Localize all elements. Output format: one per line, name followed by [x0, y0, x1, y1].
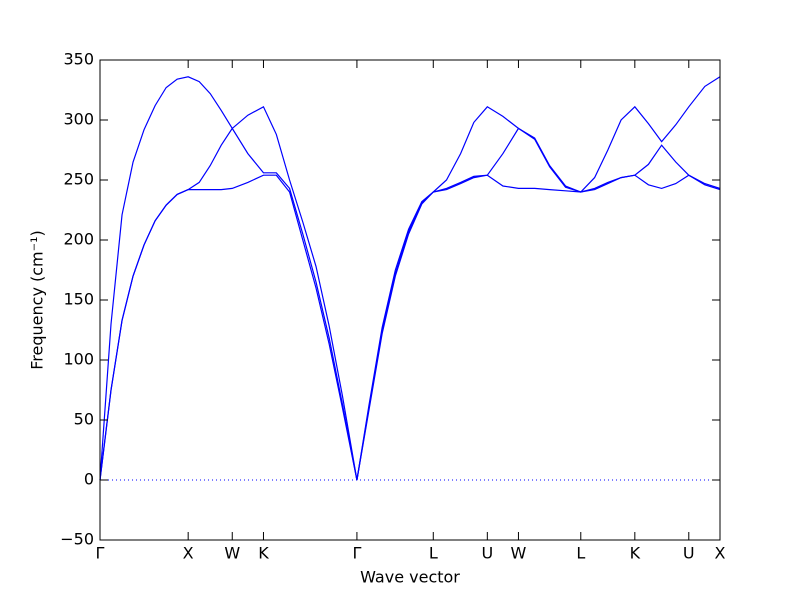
y-axis-label: Frequency (cm⁻¹): [28, 230, 47, 369]
band-line: [99, 76, 721, 481]
x-tick-label: U: [683, 544, 695, 563]
x-tick-label: Γ: [96, 544, 105, 563]
y-tick-label: −50: [60, 530, 94, 549]
y-tick-label: 250: [63, 170, 94, 189]
y-tick-label: 100: [63, 350, 94, 369]
y-tick-label: 300: [63, 110, 94, 129]
x-tick-label: Γ: [352, 544, 361, 563]
x-tick-label: L: [429, 544, 438, 563]
x-tick-label: L: [576, 544, 585, 563]
x-tick-label: X: [715, 544, 726, 563]
band-line: [99, 127, 721, 481]
x-tick-label: W: [511, 544, 527, 563]
x-tick-label: X: [183, 544, 194, 563]
y-tick-label: 350: [63, 50, 94, 69]
x-tick-label: W: [224, 544, 240, 563]
y-tick-label: 200: [63, 230, 94, 249]
x-axis-label: Wave vector: [360, 568, 460, 587]
x-tick-label: K: [630, 544, 641, 563]
x-tick-label: U: [481, 544, 493, 563]
y-tick-label: 150: [63, 290, 94, 309]
y-tick-label: 0: [84, 470, 94, 489]
x-tick-label: K: [258, 544, 269, 563]
y-tick-label: 50: [74, 410, 94, 429]
